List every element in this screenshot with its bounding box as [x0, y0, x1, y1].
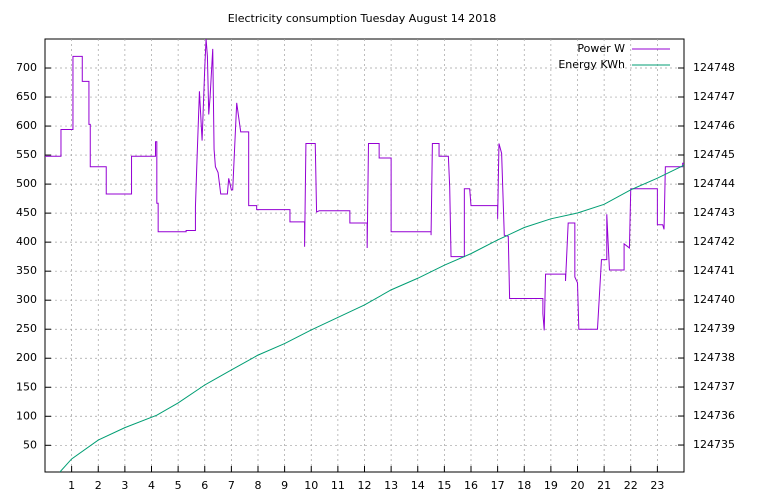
- y2-tick-label: 124742: [693, 235, 735, 248]
- x-tick-label: 16: [464, 479, 478, 492]
- x-tick-label: 6: [201, 479, 208, 492]
- x-tick-label: 1: [68, 479, 75, 492]
- data-line: [45, 39, 684, 331]
- y-tick-label: 700: [16, 61, 37, 74]
- y2-tick-label: 124747: [693, 90, 735, 103]
- x-tick-label: 23: [650, 479, 664, 492]
- legend-label: Energy KWh: [558, 58, 625, 71]
- chart-title: Electricity consumption Tuesday August 1…: [228, 12, 497, 25]
- legend-label: Power W: [577, 42, 625, 55]
- y2-tick-label: 124739: [693, 322, 735, 335]
- y-tick-label: 550: [16, 148, 37, 161]
- x-tick-label: 9: [281, 479, 288, 492]
- x-tick-label: 20: [571, 479, 585, 492]
- x-tick-label: 12: [358, 479, 372, 492]
- y2-tick-label: 124745: [693, 148, 735, 161]
- x-tick-label: 22: [624, 479, 638, 492]
- y-tick-label: 150: [16, 380, 37, 393]
- x-tick-label: 7: [228, 479, 235, 492]
- x-tick-label: 14: [411, 479, 425, 492]
- y-tick-label: 250: [16, 322, 37, 335]
- x-tick-label: 8: [255, 479, 262, 492]
- y-tick-label: 350: [16, 264, 37, 277]
- x-tick-label: 2: [95, 479, 102, 492]
- y-tick-label: 300: [16, 293, 37, 306]
- y2-tick-label: 124744: [693, 177, 735, 190]
- y2-tick-label: 124748: [693, 61, 735, 74]
- y-tick-label: 650: [16, 90, 37, 103]
- y-tick-label: 400: [16, 235, 37, 248]
- y-tick-label: 600: [16, 119, 37, 132]
- y-tick-label: 450: [16, 206, 37, 219]
- x-tick-label: 11: [331, 479, 345, 492]
- y2-tick-label: 124737: [693, 380, 735, 393]
- y2-tick-label: 124736: [693, 409, 735, 422]
- x-tick-label: 15: [437, 479, 451, 492]
- y2-tick-label: 124743: [693, 206, 735, 219]
- x-tick-label: 3: [121, 479, 128, 492]
- y2-tick-label: 124741: [693, 264, 735, 277]
- x-tick-label: 10: [304, 479, 318, 492]
- x-tick-label: 4: [148, 479, 155, 492]
- x-tick-label: 18: [517, 479, 531, 492]
- y2-tick-label: 124735: [693, 438, 735, 451]
- y2-tick-label: 124746: [693, 119, 735, 132]
- y-tick-label: 50: [23, 438, 37, 451]
- x-tick-label: 5: [175, 479, 182, 492]
- y2-tick-label: 124740: [693, 293, 735, 306]
- y2-tick-label: 124738: [693, 351, 735, 364]
- x-tick-label: 17: [491, 479, 505, 492]
- data-line: [59, 164, 684, 472]
- y-tick-label: 200: [16, 351, 37, 364]
- x-tick-label: 19: [544, 479, 558, 492]
- x-tick-label: 21: [597, 479, 611, 492]
- y-tick-label: 500: [16, 177, 37, 190]
- x-tick-label: 13: [384, 479, 398, 492]
- y-tick-label: 100: [16, 409, 37, 422]
